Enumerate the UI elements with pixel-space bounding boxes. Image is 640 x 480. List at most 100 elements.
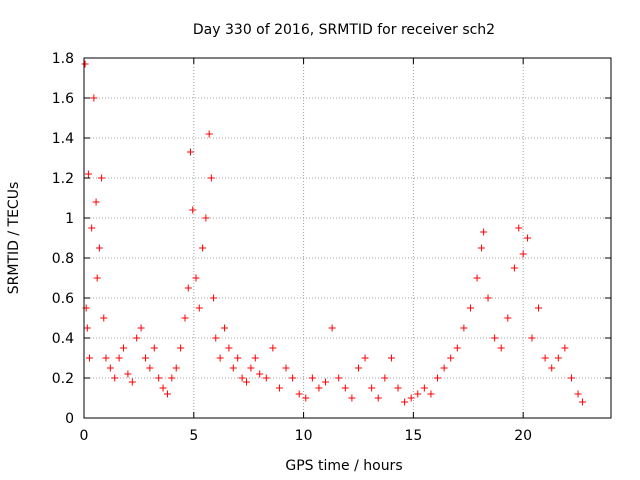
grid — [84, 58, 611, 418]
data-point — [133, 334, 141, 342]
data-point — [348, 394, 356, 402]
data-point — [210, 294, 218, 302]
data-point — [202, 214, 210, 222]
data-point — [275, 384, 283, 392]
data-point — [115, 354, 123, 362]
data-point — [381, 374, 389, 382]
y-tick-label: 0 — [65, 411, 74, 427]
data-point — [269, 344, 277, 352]
data-point — [141, 354, 149, 362]
data-point — [159, 384, 167, 392]
data-point — [361, 354, 369, 362]
data-point — [519, 250, 527, 258]
data-point — [447, 354, 455, 362]
chart-title: Day 330 of 2016, SRMTID for receiver sch… — [193, 22, 495, 38]
data-point — [477, 244, 485, 252]
data-point — [192, 274, 200, 282]
data-point — [186, 148, 194, 156]
data-point — [88, 224, 96, 232]
data-point — [561, 344, 569, 352]
data-point — [85, 354, 93, 362]
data-point — [504, 314, 512, 322]
data-point — [414, 390, 422, 398]
data-point — [484, 294, 492, 302]
y-tick-label: 1.2 — [52, 171, 74, 187]
data-point — [466, 304, 474, 312]
data-point — [407, 394, 415, 402]
data-point — [308, 374, 316, 382]
data-point — [172, 364, 180, 372]
data-point — [207, 174, 215, 182]
data-point — [289, 374, 297, 382]
data-point — [100, 314, 108, 322]
data-point — [528, 334, 536, 342]
data-point — [480, 228, 488, 236]
y-tick-label: 0.8 — [52, 251, 74, 267]
data-point — [102, 354, 110, 362]
data-point — [328, 324, 336, 332]
data-point — [374, 394, 382, 402]
data-point — [578, 398, 586, 406]
y-tick-label: 0.4 — [52, 331, 74, 347]
data-point — [524, 234, 532, 242]
y-tick-label: 1.8 — [52, 51, 74, 67]
x-tick-label: 10 — [295, 428, 313, 444]
data-point — [92, 198, 100, 206]
data-point — [548, 364, 556, 372]
data-point — [247, 364, 255, 372]
data-point — [368, 384, 376, 392]
data-point — [262, 374, 270, 382]
data-point — [322, 378, 330, 386]
x-axis-label: GPS time / hours — [285, 458, 402, 474]
y-tick-label: 1.6 — [52, 91, 74, 107]
data-point — [205, 130, 213, 138]
data-point — [111, 374, 119, 382]
x-tick-label: 15 — [404, 428, 422, 444]
data-point — [541, 354, 549, 362]
data-point — [146, 364, 154, 372]
data-point — [315, 384, 323, 392]
data-point — [251, 354, 259, 362]
data-point — [460, 324, 468, 332]
data-point — [150, 344, 158, 352]
data-point — [229, 364, 237, 372]
data-point — [195, 304, 203, 312]
data-point — [216, 354, 224, 362]
data-point — [81, 60, 89, 68]
data-point — [155, 374, 163, 382]
x-tick-label: 5 — [189, 428, 198, 444]
data-point — [473, 274, 481, 282]
data-point — [98, 174, 106, 182]
data-point — [491, 334, 499, 342]
data-point — [234, 354, 242, 362]
y-tick-label: 1 — [65, 211, 74, 227]
x-tick-label: 0 — [80, 428, 89, 444]
data-point — [401, 398, 409, 406]
plot-frame — [83, 57, 612, 419]
y-tick-label: 0.6 — [52, 291, 74, 307]
data-point — [515, 224, 523, 232]
data-point — [199, 244, 207, 252]
data-point — [335, 374, 343, 382]
data-point — [387, 354, 395, 362]
data-point — [420, 384, 428, 392]
data-point — [181, 314, 189, 322]
data-point — [137, 324, 145, 332]
data-point — [106, 364, 114, 372]
data-point — [510, 264, 518, 272]
data-points — [81, 60, 586, 406]
data-point — [95, 244, 103, 252]
data-point — [177, 344, 185, 352]
data-point — [168, 374, 176, 382]
data-point — [128, 378, 136, 386]
data-point — [221, 324, 229, 332]
x-tick-label: 20 — [514, 428, 532, 444]
data-point — [302, 394, 310, 402]
data-point — [242, 378, 250, 386]
data-point — [225, 344, 233, 352]
data-point — [453, 344, 461, 352]
data-point — [434, 374, 442, 382]
data-point — [238, 374, 246, 382]
